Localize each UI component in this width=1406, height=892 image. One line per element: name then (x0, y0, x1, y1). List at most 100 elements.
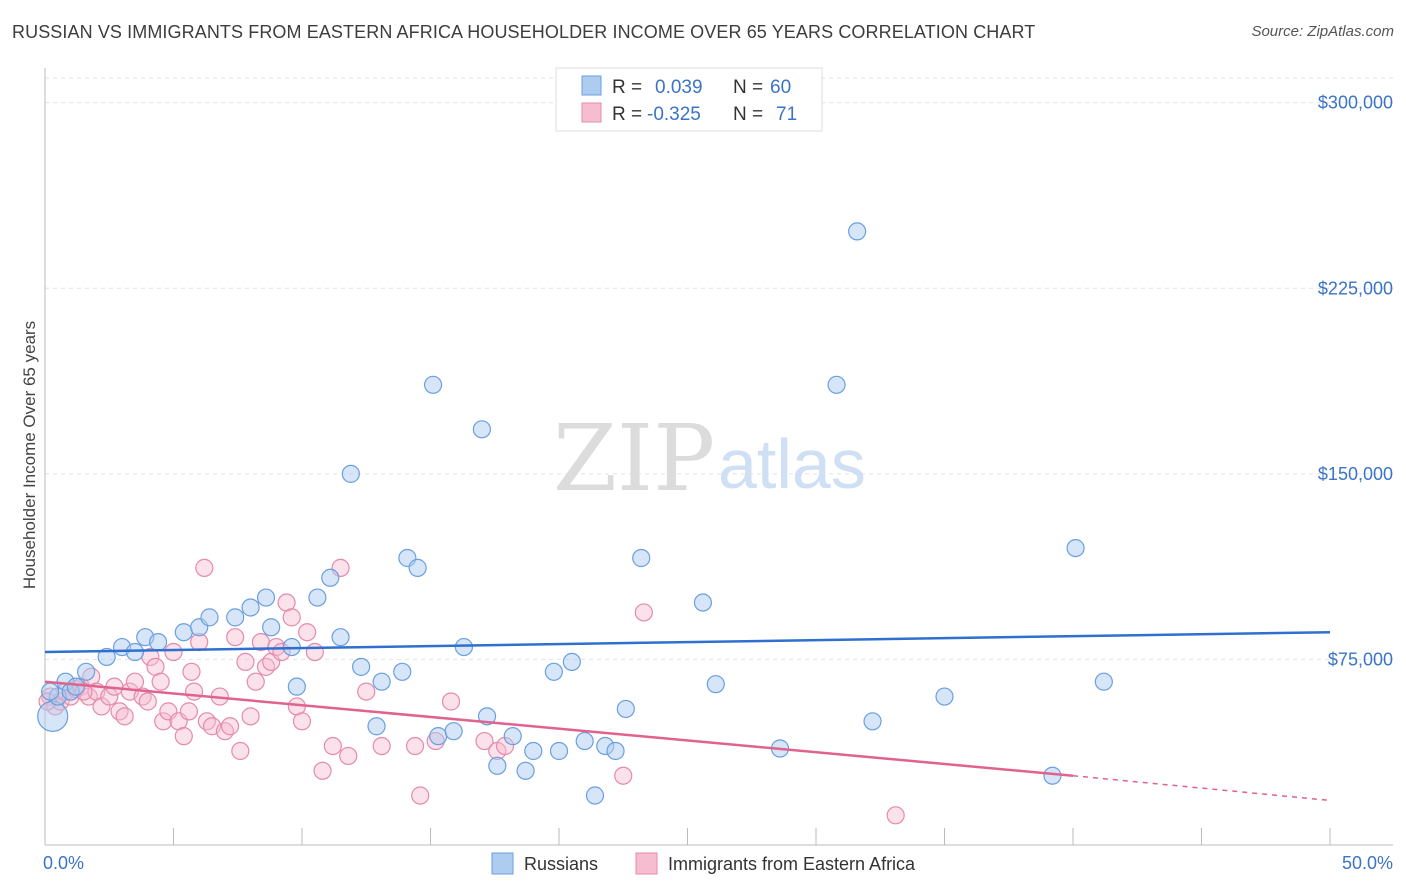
bottom-legend-swatch-africa (635, 852, 658, 875)
bottom-legend-swatch-russians (491, 852, 514, 875)
trend-line-africa (44, 680, 1074, 777)
point-africa-53 (313, 761, 332, 780)
point-africa-52 (305, 642, 324, 662)
point-russians-40 (544, 662, 563, 681)
legend-n-label-russians: N = (733, 77, 763, 98)
point-africa-18 (138, 692, 157, 711)
y-tick-label-3: $300,000 (1318, 93, 1393, 113)
point-russians-21 (321, 568, 340, 587)
point-russians-49 (693, 593, 713, 612)
point-russians-10 (148, 633, 168, 652)
point-africa-27 (179, 702, 199, 721)
point-russians-34 (472, 420, 491, 439)
point-russians-15 (241, 598, 260, 617)
point-africa-37 (226, 628, 245, 647)
legend-r-label-africa: R = (612, 104, 642, 125)
point-africa-22 (154, 712, 173, 731)
point-africa-13 (110, 702, 129, 721)
point-russians-19 (287, 677, 306, 696)
legend-n-value-africa: 71 (776, 104, 797, 125)
point-africa-39 (236, 652, 255, 672)
legend-swatch-africa (581, 102, 602, 123)
point-russians-50 (706, 675, 725, 694)
point-russians-43 (575, 731, 594, 751)
point-africa-62 (441, 692, 461, 711)
source-label: Source: ZipAtlas.com (1251, 23, 1394, 40)
point-africa-40 (241, 707, 260, 726)
point-africa-54 (323, 736, 342, 756)
point-africa-48 (282, 608, 301, 627)
point-russians-47 (616, 699, 635, 719)
point-africa-28 (182, 662, 201, 681)
point-russians-38 (516, 761, 535, 780)
point-russians-46 (606, 741, 625, 761)
point-russians-55 (935, 687, 954, 706)
point-africa-51 (298, 623, 317, 642)
point-russians-23 (341, 464, 360, 483)
point-africa-60 (411, 786, 430, 805)
point-africa-56 (339, 746, 358, 766)
y-tick-label-2: $225,000 (1318, 278, 1393, 298)
point-africa-43 (256, 657, 276, 676)
bottom-legend-label-africa: Immigrants from Eastern Africa (668, 854, 916, 874)
point-russians-24 (352, 657, 371, 676)
watermark-atlas-text: atlas (718, 425, 866, 503)
point-russians-29 (408, 558, 427, 577)
point-africa-66 (614, 766, 633, 785)
point-russians-22 (331, 628, 350, 647)
x-tick-label-1: 50.0% (1342, 853, 1393, 873)
point-africa-14 (115, 707, 134, 726)
point-africa-67 (634, 603, 653, 622)
point-russians-27 (393, 662, 412, 681)
points-immigrants-eastern-africa (38, 558, 905, 825)
trend-line-africa-extension (1072, 774, 1331, 802)
point-russians-0 (37, 700, 69, 732)
y-tick-labels: $75,000 $150,000 $225,000 $300,000 (1318, 93, 1393, 670)
grid-lines (45, 77, 1393, 660)
legend: R = 0.039 N = 60 R = -0.325 N = 71 (555, 67, 823, 132)
y-tick-label-0: $75,000 (1328, 649, 1393, 669)
watermark: ZIP atlas (553, 405, 866, 512)
watermark-zip-text: ZIP (553, 405, 715, 512)
point-africa-58 (372, 736, 391, 756)
legend-n-value-russians: 60 (770, 77, 791, 98)
legend-r-value-africa: -0.325 (647, 104, 701, 125)
point-russians-6 (97, 647, 116, 667)
point-russians-37 (503, 727, 522, 746)
bottom-legend: Russians Immigrants from Eastern Africa (491, 852, 916, 875)
point-africa-31 (195, 558, 214, 577)
point-africa-32 (197, 712, 217, 731)
point-russians-16 (256, 588, 276, 607)
x-tick-label-0: 0.0% (43, 853, 84, 873)
point-africa-21 (151, 672, 170, 691)
point-africa-24 (164, 642, 183, 662)
point-russians-39 (524, 741, 543, 761)
point-russians-4 (66, 677, 85, 696)
point-russians-32 (444, 722, 463, 741)
point-russians-20 (308, 588, 327, 607)
point-russians-59 (41, 682, 60, 701)
point-russians-5 (77, 662, 96, 681)
point-russians-48 (632, 548, 651, 568)
bottom-legend-label-russians: Russians (524, 854, 598, 874)
point-russians-30 (423, 375, 443, 394)
point-russians-11 (174, 623, 193, 642)
chart-title: RUSSIAN VS IMMIGRANTS FROM EASTERN AFRIC… (12, 22, 1036, 42)
point-africa-17 (133, 687, 152, 706)
legend-r-label-russians: R = (612, 77, 642, 98)
point-africa-59 (405, 736, 425, 756)
y-tick-label-1: $150,000 (1318, 464, 1393, 484)
point-russians-31 (429, 727, 448, 746)
point-africa-57 (357, 682, 376, 701)
y-axis-label: Householder Income Over 65 years (20, 321, 39, 589)
point-africa-10 (92, 697, 111, 716)
trend-line-russians (44, 630, 1331, 654)
point-africa-36 (220, 717, 240, 736)
point-russians-54 (863, 712, 882, 731)
point-russians-44 (585, 786, 605, 805)
point-africa-63 (475, 731, 494, 751)
point-russians-57 (1066, 538, 1085, 558)
legend-r-value-russians: 0.039 (655, 77, 703, 98)
point-russians-52 (827, 375, 846, 394)
